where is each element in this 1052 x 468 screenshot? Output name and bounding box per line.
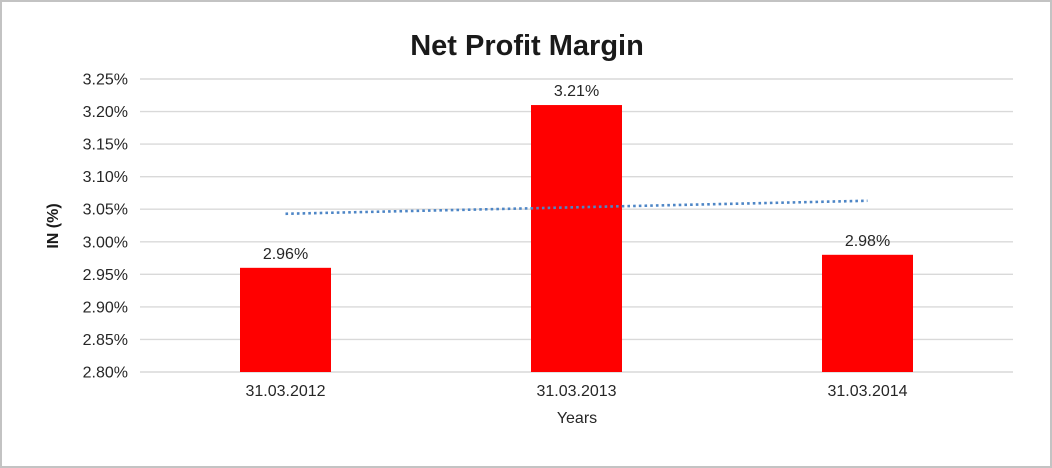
y-tick-label: 2.85%: [83, 332, 128, 349]
x-axis-tick-labels: 31.03.2012 31.03.2013 31.03.2014: [245, 383, 907, 400]
y-tick-label: 3.25%: [83, 72, 128, 89]
y-axis-title: IN (%): [45, 203, 62, 248]
y-tick-label: 3.20%: [83, 104, 128, 121]
y-tick-label: 2.90%: [83, 299, 128, 316]
x-axis-title: Years: [557, 410, 597, 427]
y-axis-tick-labels: 2.80% 2.85% 2.90% 2.95% 3.00% 3.05% 3.10% 3.15%…: [83, 72, 128, 382]
trendline-dotted: [285, 199, 868, 216]
bar-data-label: 3.21%: [554, 83, 599, 100]
x-tick-label: 31.03.2013: [536, 383, 616, 400]
y-tick-label: 3.05%: [83, 202, 128, 219]
bar-data-label: 2.96%: [263, 246, 308, 263]
y-tick-label: 2.80%: [83, 365, 128, 382]
x-tick-label: 31.03.2014: [827, 383, 907, 400]
y-tick-label: 2.95%: [83, 267, 128, 284]
y-tick-label: 3.10%: [83, 169, 128, 186]
chart-title: Net Profit Margin: [410, 30, 644, 62]
trendline-group: [285, 199, 868, 216]
data-labels-group: 2.96% 3.21% 2.98%: [263, 83, 890, 263]
bar-data-label: 2.98%: [845, 233, 890, 250]
bar-31.03.2013: [531, 105, 622, 373]
y-tick-label: 3.15%: [83, 137, 128, 154]
bar-31.03.2012: [240, 267, 331, 372]
bar-31.03.2014: [822, 254, 913, 372]
y-tick-label: 3.00%: [83, 234, 128, 251]
bar-series-group: [240, 105, 913, 373]
x-tick-label: 31.03.2012: [245, 383, 325, 400]
